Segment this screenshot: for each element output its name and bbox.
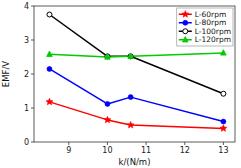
- point-marker: [46, 98, 53, 105]
- legend-marker: [182, 37, 188, 42]
- x-tick: [68, 142, 69, 145]
- y-tick: [31, 40, 34, 41]
- y-tick: [31, 74, 34, 75]
- legend: L-60rpmL-80rpmL-100rpmL-120rpm: [177, 8, 233, 46]
- x-tick: [146, 142, 147, 145]
- point-marker: [128, 95, 133, 100]
- x-axis-label: k/(N/m): [119, 157, 151, 167]
- x-tick-label: 9: [66, 146, 71, 155]
- chart: 91011121301234k/(N/m)EMF/VL-60rpmL-80rpm…: [0, 0, 241, 168]
- y-axis-label: EMF/V: [1, 61, 11, 87]
- y-tick: [31, 108, 34, 109]
- x-tick-label: 11: [141, 146, 151, 155]
- x-tick: [184, 142, 185, 145]
- plot-frame: [34, 6, 235, 142]
- point-marker: [47, 12, 52, 17]
- legend-label: L-120rpm: [195, 35, 231, 44]
- y-tick-label: 2: [24, 70, 29, 79]
- series-line: [49, 69, 223, 122]
- point-marker: [104, 116, 111, 123]
- x-tick-label: 13: [218, 146, 228, 155]
- point-marker: [47, 51, 53, 56]
- x-tick-label: 12: [180, 146, 190, 155]
- point-marker: [128, 53, 134, 58]
- legend-marker: [183, 29, 188, 34]
- point-marker: [221, 50, 227, 55]
- y-tick: [31, 6, 34, 7]
- point-marker: [128, 54, 133, 59]
- x-tick: [107, 142, 108, 145]
- y-tick-label: 3: [24, 36, 29, 45]
- point-marker: [220, 125, 227, 132]
- x-tick-label: 10: [102, 146, 112, 155]
- point-marker: [105, 54, 110, 59]
- point-marker: [105, 101, 110, 106]
- point-marker: [105, 54, 111, 59]
- y-tick-label: 4: [24, 2, 29, 11]
- y-tick-label: 1: [24, 104, 29, 113]
- x-tick: [223, 142, 224, 145]
- series-line: [49, 53, 223, 57]
- point-marker: [127, 121, 134, 128]
- y-tick: [31, 142, 34, 143]
- point-marker: [47, 66, 52, 71]
- y-tick-label: 0: [24, 138, 29, 147]
- legend-box: [177, 8, 233, 46]
- point-marker: [221, 91, 226, 96]
- point-marker: [221, 119, 226, 124]
- legend-marker: [183, 20, 188, 25]
- legend-marker: [182, 11, 189, 18]
